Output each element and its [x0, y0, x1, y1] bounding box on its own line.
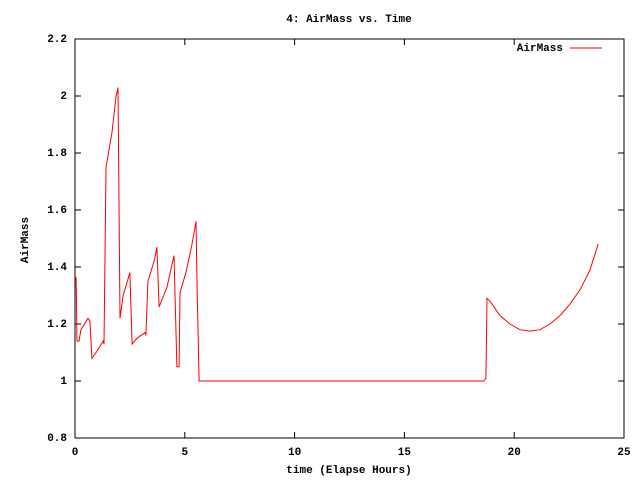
y-tick-label: 1: [60, 376, 67, 388]
chart-title: 4: AirMass vs. Time: [286, 14, 412, 26]
y-tick-label: 2.2: [47, 34, 67, 46]
x-tick-label: 10: [288, 447, 301, 459]
y-tick-label: 1.2: [47, 319, 67, 331]
x-axis-label: time (Elapse Hours): [286, 465, 411, 477]
x-tick-label: 20: [508, 447, 521, 459]
x-tick-label: 5: [181, 447, 188, 459]
data-line: [74, 87, 599, 382]
x-tick-label: 0: [72, 447, 79, 459]
y-axis-label: AirMass: [20, 217, 32, 263]
y-tick-label: 1.6: [47, 205, 67, 217]
x-tick-label: 25: [617, 447, 631, 459]
y-tick-label: 0.8: [47, 433, 67, 445]
plot-frame: [74, 38, 625, 439]
x-tick-label: 15: [398, 447, 412, 459]
legend-label: AirMass: [517, 43, 563, 55]
y-tick-label: 1.4: [47, 262, 67, 274]
y-tick-label: 2: [60, 91, 67, 103]
y-tick-label: 1.8: [47, 148, 67, 160]
